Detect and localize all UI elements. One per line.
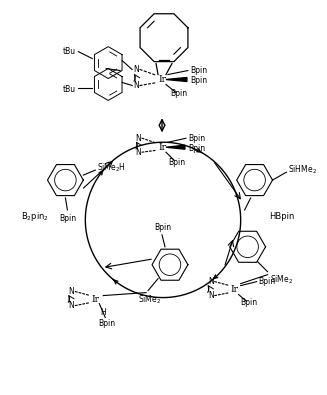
Text: N: N bbox=[208, 291, 214, 300]
Text: Bpin: Bpin bbox=[188, 134, 205, 143]
Polygon shape bbox=[166, 145, 185, 149]
Text: N: N bbox=[135, 134, 141, 143]
Text: Bpin: Bpin bbox=[170, 89, 187, 98]
Text: N: N bbox=[133, 81, 139, 90]
Text: N: N bbox=[69, 301, 74, 310]
Text: Ir: Ir bbox=[158, 143, 166, 152]
Text: Ir: Ir bbox=[91, 295, 99, 304]
Text: SiMe$_2$H: SiMe$_2$H bbox=[97, 162, 126, 174]
Text: Bpin: Bpin bbox=[168, 158, 185, 167]
Text: tBu: tBu bbox=[63, 47, 77, 56]
Text: Bpin: Bpin bbox=[190, 66, 207, 75]
Text: HBpin: HBpin bbox=[269, 213, 295, 222]
Text: Ir: Ir bbox=[231, 285, 239, 294]
Text: Bpin: Bpin bbox=[154, 223, 172, 232]
Text: Ir: Ir bbox=[158, 75, 166, 84]
Text: tBu: tBu bbox=[63, 85, 77, 94]
Text: N: N bbox=[69, 287, 74, 296]
Text: N: N bbox=[135, 148, 141, 157]
Text: SiMe$_2$: SiMe$_2$ bbox=[269, 274, 293, 286]
Text: Bpin: Bpin bbox=[59, 214, 76, 223]
Text: Bpin: Bpin bbox=[259, 277, 276, 286]
Text: SiMe$_2$: SiMe$_2$ bbox=[138, 293, 162, 306]
Text: Bpin: Bpin bbox=[188, 144, 205, 153]
Text: N: N bbox=[133, 65, 139, 74]
Text: SiHMe$_2$: SiHMe$_2$ bbox=[288, 164, 318, 176]
Text: Bpin: Bpin bbox=[241, 298, 258, 307]
Polygon shape bbox=[166, 77, 187, 81]
Text: Bpin: Bpin bbox=[98, 320, 115, 329]
Text: Bpin: Bpin bbox=[190, 76, 207, 85]
Text: H: H bbox=[100, 308, 106, 316]
Text: B$_2$pin$_2$: B$_2$pin$_2$ bbox=[21, 211, 49, 224]
Text: N: N bbox=[208, 277, 214, 286]
